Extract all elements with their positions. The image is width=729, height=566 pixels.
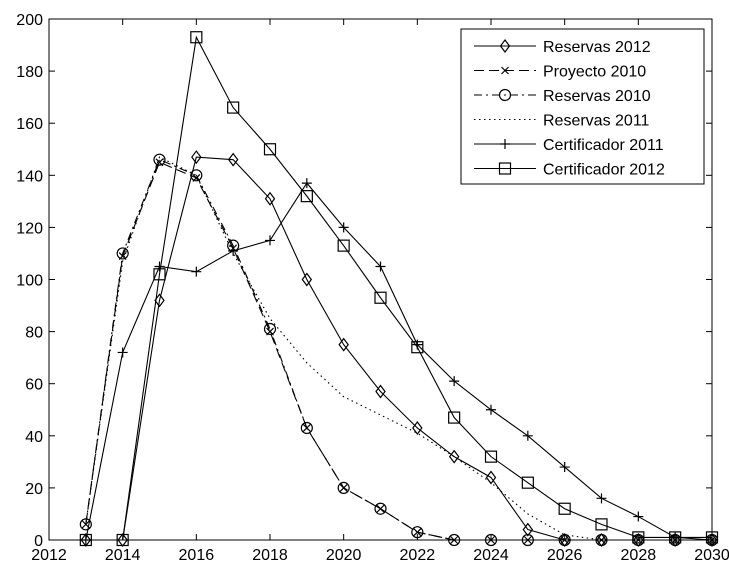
x-tick-label: 2018 bbox=[252, 547, 288, 564]
data-point-4-1 bbox=[117, 347, 128, 358]
data-point-5-6 bbox=[300, 190, 313, 203]
data-point-0-7 bbox=[338, 337, 349, 352]
data-point-4-4 bbox=[228, 245, 239, 256]
data-point-4-11 bbox=[486, 404, 496, 415]
data-point-2-8 bbox=[374, 502, 387, 515]
data-point-2-0 bbox=[79, 518, 92, 531]
y-tick-label: 200 bbox=[16, 12, 43, 29]
data-point-4-3 bbox=[191, 266, 202, 277]
data-point-4-6 bbox=[301, 178, 312, 189]
data-point-0-12 bbox=[522, 522, 534, 537]
data-point-4-8 bbox=[375, 261, 386, 272]
data-point-5-11 bbox=[484, 450, 498, 463]
data-point-1-8 bbox=[376, 504, 385, 513]
data-point-2-2 bbox=[153, 153, 166, 166]
data-point-0-9 bbox=[412, 420, 423, 435]
legend-label: Certificador 2011 bbox=[543, 137, 664, 154]
data-point-0-3 bbox=[191, 150, 202, 165]
data-point-4-14 bbox=[596, 493, 607, 504]
data-point-4-7 bbox=[338, 222, 349, 233]
x-tick-label: 2020 bbox=[326, 547, 362, 564]
y-tick-label: 60 bbox=[25, 377, 43, 394]
x-tick-label: 2028 bbox=[621, 547, 657, 564]
y-tick-label: 180 bbox=[16, 64, 43, 81]
legend-entry-1: Proyecto 2010 bbox=[474, 64, 646, 81]
series-line-1 bbox=[85, 161, 712, 541]
data-point-0-8 bbox=[375, 384, 386, 399]
x-tick-label: 2026 bbox=[547, 547, 583, 564]
legend-marker bbox=[498, 88, 512, 102]
data-point-4-5 bbox=[265, 235, 275, 246]
data-point-5-14 bbox=[595, 518, 608, 531]
legend-label: Proyecto 2010 bbox=[543, 64, 646, 81]
data-point-2-1 bbox=[116, 247, 129, 260]
y-tick-label: 40 bbox=[25, 429, 43, 446]
data-point-5-9 bbox=[411, 341, 424, 354]
data-point-4-12 bbox=[522, 430, 533, 441]
legend-entry-5: Certificador 2012 bbox=[474, 162, 665, 179]
series-line-5 bbox=[85, 35, 712, 541]
data-point-4-10 bbox=[449, 376, 460, 387]
legend-entry-3: Reservas 2011 bbox=[474, 113, 650, 130]
x-tick-label: 2014 bbox=[105, 547, 141, 564]
data-point-5-2 bbox=[153, 268, 166, 281]
legend-entry-2: Reservas 2010 bbox=[474, 88, 651, 105]
legend-entry-0: Reservas 2012 bbox=[474, 39, 651, 56]
legend-entry-4: Certificador 2011 bbox=[474, 137, 664, 154]
legend-label: Reservas 2012 bbox=[543, 39, 651, 56]
data-point-5-7 bbox=[337, 239, 350, 252]
y-tick-label: 100 bbox=[16, 273, 43, 290]
data-point-5-15 bbox=[632, 531, 645, 544]
x-tick-label: 2024 bbox=[473, 547, 509, 564]
legend-label: Reservas 2010 bbox=[543, 88, 651, 105]
legend-marker bbox=[500, 139, 510, 149]
x-tick-label: 2016 bbox=[179, 547, 215, 564]
data-point-4-13 bbox=[559, 462, 570, 473]
data-point-5-8 bbox=[374, 291, 387, 304]
data-point-4-15 bbox=[633, 511, 644, 522]
data-point-5-10 bbox=[448, 411, 461, 424]
data-point-5-3 bbox=[190, 31, 203, 44]
legend-box bbox=[460, 28, 705, 185]
data-point-2-7 bbox=[337, 481, 350, 494]
data-point-0-11 bbox=[485, 470, 497, 485]
legend-label: Certificador 2012 bbox=[543, 162, 665, 179]
data-point-0-5 bbox=[264, 191, 276, 206]
y-tick-label: 140 bbox=[16, 168, 43, 185]
y-tick-label: 20 bbox=[25, 481, 43, 498]
data-point-4-2 bbox=[154, 261, 165, 272]
x-tick-label: 2030 bbox=[694, 547, 729, 564]
data-point-5-12 bbox=[521, 476, 534, 489]
y-tick-label: 120 bbox=[16, 220, 43, 237]
legend-marker bbox=[501, 66, 509, 75]
data-point-2-5 bbox=[263, 322, 277, 336]
y-tick-label: 160 bbox=[16, 116, 43, 133]
data-point-5-16 bbox=[669, 531, 682, 544]
data-point-2-3 bbox=[190, 169, 203, 182]
legend: Reservas 2012 Proyecto 2010 Reservas 2010 R… bbox=[460, 28, 705, 185]
x-tick-label: 2022 bbox=[400, 547, 436, 564]
series-line-4 bbox=[85, 182, 713, 541]
legend-marker bbox=[499, 39, 511, 53]
y-tick-label: 0 bbox=[34, 533, 43, 550]
legend-marker bbox=[498, 162, 512, 175]
data-point-0-6 bbox=[301, 272, 313, 287]
y-tick-label: 80 bbox=[25, 325, 43, 342]
data-point-0-4 bbox=[227, 152, 239, 167]
data-point-5-4 bbox=[227, 101, 240, 114]
data-point-5-13 bbox=[558, 502, 571, 515]
legend-label: Reservas 2011 bbox=[543, 113, 650, 130]
data-point-5-5 bbox=[263, 143, 277, 156]
axes-layer: 2012 2014 2016 2018 2020 2022 2024 2026 2028 2030… bbox=[16, 12, 729, 564]
x-tick-label: 2012 bbox=[31, 547, 67, 564]
data-point-2-6 bbox=[300, 421, 313, 435]
data-point-0-10 bbox=[448, 449, 460, 464]
